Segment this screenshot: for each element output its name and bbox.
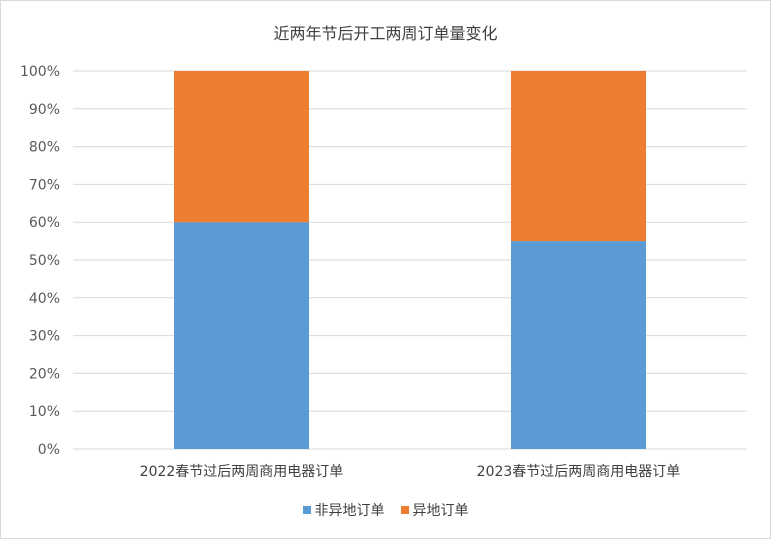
bar-non-remote-0	[174, 222, 309, 449]
bar-remote-0	[174, 71, 309, 223]
y-tick-label: 80%	[29, 140, 60, 156]
y-tick-label: 90%	[29, 102, 60, 118]
legend-label-non-remote: 非异地订单	[314, 503, 385, 519]
y-tick-label: 0%	[38, 442, 60, 458]
legend-swatch-non-remote	[302, 506, 311, 514]
y-tick-label: 50%	[29, 253, 60, 269]
x-category-label: 2023春节过后两周商用电器订单	[477, 464, 681, 480]
bar-non-remote-1	[511, 241, 646, 449]
y-tick-label: 10%	[29, 404, 60, 420]
y-tick-label: 30%	[29, 329, 60, 345]
legend-label-remote: 异地订单	[412, 503, 469, 519]
bar-remote-1	[511, 71, 646, 242]
y-tick-label: 20%	[29, 366, 60, 382]
legend-item-non-remote: 非异地订单	[302, 500, 385, 520]
y-tick-label: 60%	[29, 215, 60, 231]
chart-title: 近两年节后开工两周订单量变化	[273, 24, 498, 43]
legend-item-remote: 异地订单	[400, 500, 469, 520]
y-tick-label: 40%	[29, 291, 60, 307]
y-tick-label: 100%	[20, 64, 60, 80]
legend: 非异地订单 异地订单	[0, 500, 771, 520]
x-category-label: 2022春节过后两周商用电器订单	[140, 464, 344, 480]
legend-swatch-remote	[400, 506, 409, 514]
y-tick-label: 70%	[29, 177, 60, 193]
